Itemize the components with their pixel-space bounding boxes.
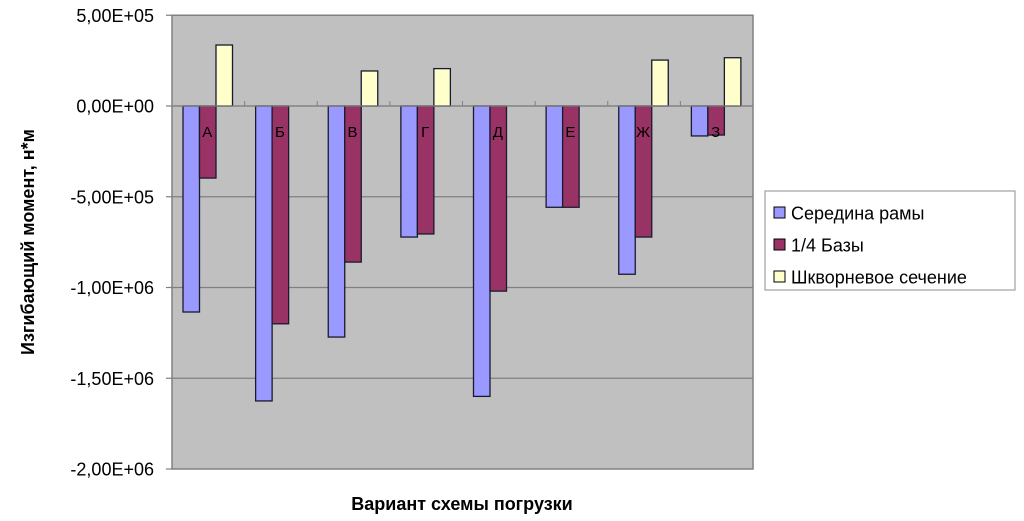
legend-label: 1/4 Базы (791, 236, 864, 256)
legend: Середина рамы 1/4 Базы Шкворневое сечение (764, 190, 1016, 291)
bar-seredina-5 (545, 105, 564, 208)
category-label: Б (275, 124, 285, 141)
bar-shkvornevoe-0 (215, 44, 234, 107)
y-axis-title: Изгибающий момент, н*м (18, 129, 38, 355)
category-label: Е (565, 124, 575, 141)
y-tick-label: -1,00E+06 (70, 278, 154, 298)
category-label: В (348, 124, 358, 141)
bars (172, 44, 753, 402)
y-tick-label: 0,00E+00 (76, 97, 154, 117)
y-tick-label: -1,50E+06 (70, 369, 154, 389)
bar-seredina-7 (690, 105, 709, 137)
legend-label: Середина рамы (791, 204, 924, 224)
y-tick-label: -5,00E+05 (70, 187, 154, 207)
bar-shkvornevoe-7 (723, 57, 742, 107)
bar-shkvornevoe-2 (360, 70, 379, 107)
x-axis-title: Вариант схемы погрузки (351, 494, 572, 514)
bar-shkvornevoe-6 (651, 59, 669, 107)
bar-seredina-1 (254, 105, 273, 402)
bar-seredina-2 (327, 105, 346, 338)
legend-swatch (773, 206, 786, 219)
bar-seredina-0 (182, 105, 201, 313)
bar-seredina-6 (618, 105, 636, 275)
bar-shkvornevoe-3 (433, 67, 452, 107)
y-axis: 5,00E+05 0,00E+00 -5,00E+05 -1,00E+06 -1,50E… (70, 6, 172, 480)
bar-seredina-3 (400, 105, 419, 238)
category-labels: А Б В Г Д Е Ж З (202, 124, 720, 141)
legend-swatch (773, 270, 786, 283)
category-label: Д (493, 124, 503, 141)
category-label: З (711, 124, 720, 141)
category-label: А (202, 124, 212, 141)
y-tick-label: 5,00E+05 (76, 6, 154, 26)
bar-chetvert-bazy-5 (561, 105, 580, 208)
category-label: Г (421, 124, 429, 141)
legend-swatch (773, 238, 786, 251)
category-label: Ж (636, 124, 650, 141)
bar-seredina-4 (472, 105, 491, 398)
y-tick-label: -2,00E+06 (70, 460, 154, 480)
bar-chetvert-bazy-0 (198, 105, 217, 179)
legend-box (764, 190, 1016, 291)
legend-label: Шкворневое сечение (791, 268, 967, 288)
